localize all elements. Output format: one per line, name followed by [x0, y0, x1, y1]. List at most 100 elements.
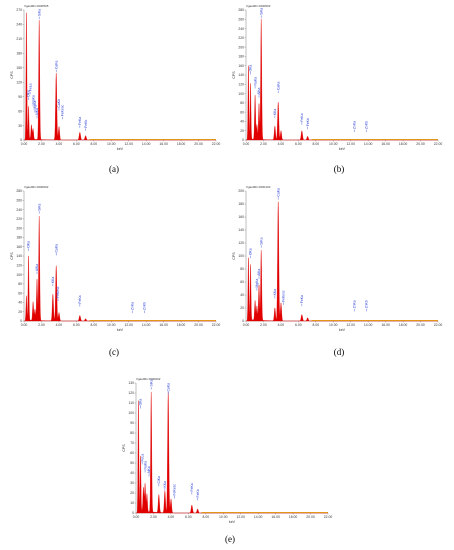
x-tick-label: 20.00	[416, 323, 425, 327]
spectrum-series	[24, 12, 216, 141]
x-tick-label: 20.00	[416, 142, 425, 146]
y-tick-label: 160	[238, 64, 244, 68]
peak-label: OKa	[139, 399, 143, 406]
peak-label: CaKa	[276, 188, 280, 197]
peak-label: FeKesc	[282, 290, 286, 302]
x-tick-label: 6.00	[295, 323, 302, 327]
caption-e: (e)	[225, 534, 235, 544]
peak-label: OKa	[27, 241, 31, 248]
spectrum-series	[246, 18, 438, 141]
x-tick-label: 16.00	[381, 323, 390, 327]
peak-label: SiKa	[149, 379, 153, 386]
y-tick-label: 240	[16, 208, 22, 212]
x-tick-label: 14.00	[364, 323, 373, 327]
y-tick-label: 260	[238, 17, 244, 21]
x-tick-label: 14.00	[142, 142, 151, 146]
x-tick-label: 18.00	[399, 142, 408, 146]
x-axis-label: keV	[229, 520, 236, 524]
x-tick-label: 20.00	[194, 323, 203, 327]
x-tick-label: 10.00	[107, 142, 116, 146]
peak-label: KKa	[273, 289, 277, 296]
x-tick-label: 2.00	[150, 515, 157, 519]
x-tick-label: 10.00	[219, 515, 228, 519]
y-tick-label: 220	[16, 217, 22, 221]
y-axis-label: CPS	[232, 252, 236, 260]
y-tick-label: 80	[240, 267, 244, 271]
x-axis-label: keV	[117, 328, 124, 332]
y-tick-label: 100	[16, 273, 22, 277]
x-axis-label: keV	[339, 147, 346, 151]
panel-header: Vgas001 0000002	[136, 377, 161, 381]
x-tick-label: 16.00	[159, 142, 168, 146]
peak-label: FeKesc	[61, 104, 65, 116]
peak-label: OKa	[249, 65, 253, 72]
x-tick-label: 0.00	[133, 515, 140, 519]
x-tick-label: 12.00	[124, 142, 133, 146]
x-tick-label: 6.00	[73, 323, 80, 327]
peak-label: ClKa	[157, 476, 161, 483]
peak-label: SiKa	[259, 237, 263, 244]
peak-label: CaKa	[276, 81, 280, 90]
y-tick-label: 100	[238, 254, 244, 258]
x-axis-label: keV	[117, 147, 124, 151]
y-tick-label: 70	[130, 441, 134, 445]
x-tick-label: 8.00	[203, 515, 210, 519]
y-tick-label: 280	[16, 189, 22, 193]
spectrum-panel-e: Vgas001 0000002 0 10 20 30 40 50 60 70 80 90 100 110…	[118, 375, 338, 525]
spectrum-svg: Vgas001 0000503 0 20 40 60 80 100 120 140 160 180 2…	[232, 4, 442, 151]
peak-label: ZnKa	[352, 121, 356, 129]
x-tick-label: 4.00	[278, 142, 285, 146]
peak-label: FeKesc	[56, 286, 60, 298]
y-tick-label: 160	[238, 215, 244, 219]
x-tick-label: 0.00	[21, 323, 28, 327]
x-tick-label: 18.00	[177, 323, 186, 327]
spectrum-series	[24, 216, 216, 322]
y-tick-label: 270	[16, 8, 22, 12]
x-tick-label: 4.00	[278, 323, 285, 327]
panel-header: Vgas001 0000002	[24, 185, 49, 189]
x-tick-label: 14.00	[142, 323, 151, 327]
x-tick-label: 8.00	[91, 323, 98, 327]
y-tick-label: 180	[16, 236, 22, 240]
y-tick-label: 100	[238, 92, 244, 96]
x-tick-label: 0.00	[21, 142, 28, 146]
y-tick-label: 20	[240, 129, 244, 133]
y-tick-label: 130	[128, 381, 134, 385]
spectrum-svg: Vgas001 0000505 0 30 60 90 120 150 180 210 240 270…	[10, 4, 220, 151]
y-tick-label: 120	[16, 80, 22, 84]
x-tick-label: 22.00	[212, 323, 221, 327]
peak-label: FeKa	[78, 295, 82, 303]
spectrum-panel-a: Vgas001 0000505 0 30 60 90 120 150 180 210 240 270…	[6, 2, 226, 152]
x-tick-label: 20.00	[306, 515, 315, 519]
peak-label: SiKa	[37, 9, 41, 16]
y-tick-label: 90	[18, 95, 22, 99]
caption-d: (d)	[333, 347, 345, 357]
peak-label: FeLa	[140, 454, 144, 462]
peak-label: OKa	[249, 248, 253, 255]
y-axis-label: CPS	[232, 71, 236, 79]
panel-header: Vgas001 0000103	[246, 185, 271, 189]
x-tick-label: 16.00	[271, 515, 280, 519]
y-tick-label: 110	[129, 401, 135, 405]
x-tick-label: 10.00	[329, 142, 338, 146]
spectrum-svg: Vgas001 0000002 0 10 20 30 40 50 60 70 80 90 100 110…	[122, 377, 332, 524]
panel-header: Vgas001 0000503	[246, 4, 271, 8]
spectrum-series	[246, 201, 438, 322]
peak-label: ZnKb	[365, 300, 369, 308]
spectrum-svg: Vgas001 0000103 0 20 40 60 80 100 120 140 160 180 2…	[232, 185, 442, 332]
peak-label: FeKb	[196, 489, 200, 497]
peak-label: MgKa	[255, 279, 259, 288]
x-tick-label: 12.00	[124, 323, 133, 327]
y-tick-label: 0	[132, 511, 134, 515]
y-tick-label: 240	[238, 27, 244, 31]
x-tick-label: 10.00	[329, 323, 338, 327]
caption-c: (c)	[109, 347, 119, 357]
y-tick-label: 40	[130, 471, 134, 475]
peak-label: AlKa	[147, 466, 151, 473]
peak-label: FeKa	[78, 117, 82, 125]
y-tick-label: 20	[130, 491, 134, 495]
y-tick-label: 0	[242, 138, 244, 142]
peak-label: CaKa	[166, 383, 170, 392]
peak-label: NaKa	[253, 77, 257, 86]
peak-label: AlKa	[35, 108, 39, 115]
